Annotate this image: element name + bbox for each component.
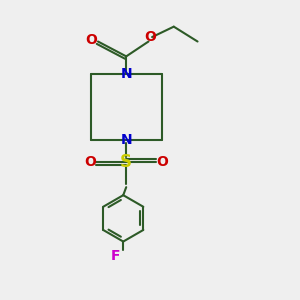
Text: N: N bbox=[120, 133, 132, 147]
Text: N: N bbox=[120, 67, 132, 81]
Text: O: O bbox=[84, 155, 96, 169]
Text: O: O bbox=[157, 155, 168, 169]
Text: F: F bbox=[111, 249, 121, 263]
Text: O: O bbox=[85, 33, 98, 47]
Text: S: S bbox=[120, 153, 132, 171]
Text: O: O bbox=[144, 30, 156, 44]
